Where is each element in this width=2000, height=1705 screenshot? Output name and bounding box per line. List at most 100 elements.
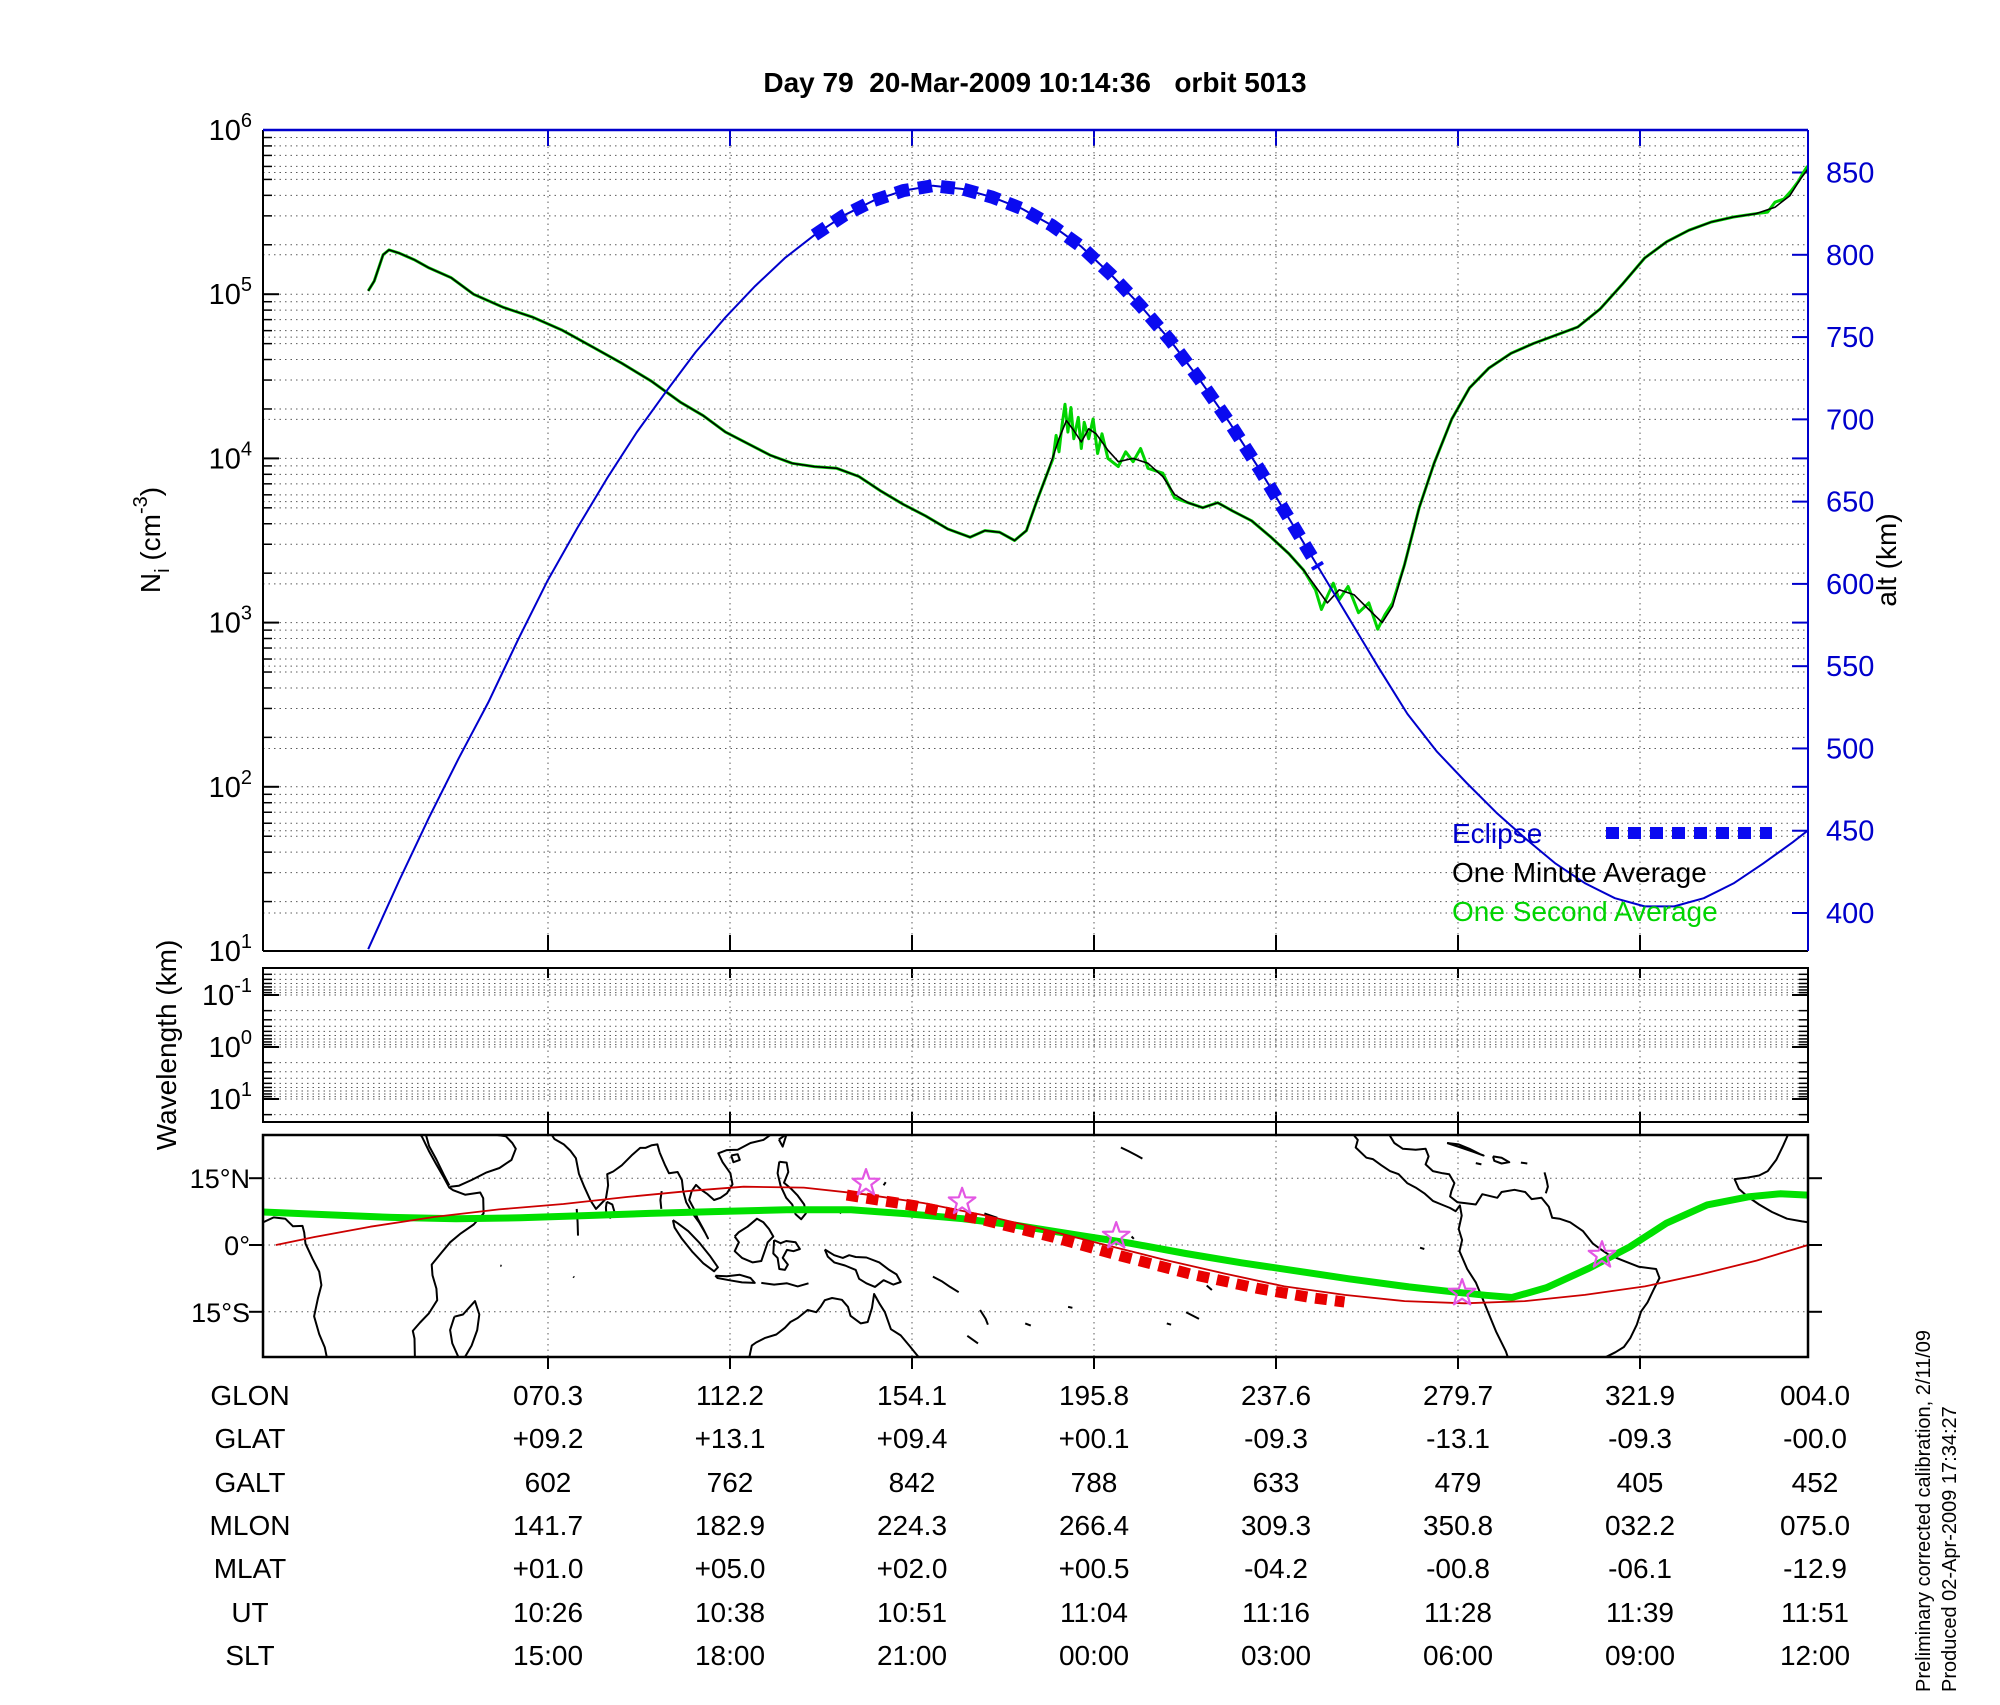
- ni-axis-label: Ni (cm-3): [130, 487, 174, 593]
- coastline: [450, 1301, 479, 1358]
- table-cell-value: 075.0: [1780, 1510, 1850, 1541]
- table-row-label: GALT: [214, 1467, 285, 1498]
- table-cell-value: 321.9: [1605, 1380, 1675, 1411]
- coastline: [1132, 1237, 1134, 1239]
- coastline: [1735, 1132, 1808, 1222]
- table-cell-value: 032.2: [1605, 1510, 1675, 1541]
- table-cell-value: 350.8: [1423, 1510, 1493, 1541]
- table-cell-value: -06.1: [1608, 1553, 1672, 1584]
- table-row-label: GLAT: [214, 1423, 285, 1454]
- map-frame: [263, 1135, 1808, 1357]
- table-cell-value: +00.1: [1059, 1423, 1130, 1454]
- table-cell-value: -04.2: [1244, 1553, 1308, 1584]
- ni-tick-label: 104: [209, 438, 252, 475]
- alt-tick-label: 500: [1826, 733, 1874, 765]
- alt-tick-label: 550: [1826, 651, 1874, 683]
- table-cell-value: 10:38: [695, 1597, 765, 1628]
- side-note-produced: Produced 02-Apr-2009 17:34:27: [1939, 1406, 1961, 1692]
- eclipse-ground-track: [847, 1195, 1345, 1302]
- wavelength-tick-label: 101: [209, 1079, 252, 1116]
- table-cell-value: 03:00: [1241, 1640, 1311, 1671]
- table-cell-value: 004.0: [1780, 1380, 1850, 1411]
- alt-tick-label: 800: [1826, 240, 1874, 272]
- legend-one-minute-label: One Minute Average: [1452, 857, 1707, 888]
- table-cell-value: 11:39: [1606, 1597, 1674, 1628]
- ni-tick-label: 105: [209, 274, 252, 311]
- coastline: [825, 1250, 901, 1287]
- alt-tick-label: 400: [1826, 898, 1874, 930]
- coastline: [731, 1154, 740, 1162]
- table-row-label: GLON: [210, 1380, 289, 1411]
- table-cell-value: 479: [1435, 1467, 1482, 1498]
- alt-tick-label: 600: [1826, 569, 1874, 601]
- table-cell-value: +13.1: [695, 1423, 766, 1454]
- map-lat-label: 15°S: [191, 1298, 250, 1328]
- ni-tick-label: 102: [209, 767, 252, 804]
- table-cell-value: 309.3: [1241, 1510, 1311, 1541]
- coastline: [715, 1275, 755, 1283]
- gridlines-layer: [249, 130, 1822, 1369]
- coastline: [1420, 1248, 1424, 1249]
- table-cell-value: 09:00: [1605, 1640, 1675, 1671]
- generated-labels: 1061051041031021018508007507006506005505…: [190, 110, 1875, 1671]
- table-cell-value: 11:16: [1242, 1597, 1310, 1628]
- table-cell-value: 112.2: [696, 1380, 764, 1411]
- table-cell-value: 10:51: [877, 1597, 947, 1628]
- table-cell-value: +01.0: [513, 1553, 584, 1584]
- ni-tick-label: 106: [209, 110, 252, 147]
- table-cell-value: 11:51: [1781, 1597, 1849, 1628]
- coastline: [573, 1277, 574, 1278]
- wavelength-axis-label: Wavelength (km): [151, 940, 182, 1151]
- table-cell-value: +05.0: [695, 1553, 766, 1584]
- alt-tick-label: 700: [1826, 404, 1874, 436]
- coastline: [735, 1219, 774, 1263]
- table-cell-value: +00.5: [1059, 1553, 1130, 1584]
- table-cell-value: 141.7: [513, 1510, 583, 1541]
- wavelength-tick-label: 10-1: [202, 975, 252, 1012]
- table-cell-value: 070.3: [513, 1380, 583, 1411]
- coastline: [1186, 1312, 1199, 1319]
- table-cell-value: 602: [525, 1467, 572, 1498]
- table-cell-value: 154.1: [877, 1380, 947, 1411]
- table-cell-value: -00.0: [1783, 1423, 1847, 1454]
- table-cell-value: 11:04: [1060, 1597, 1128, 1628]
- table-cell-value: 21:00: [877, 1640, 947, 1671]
- alt-tick-label: 450: [1826, 816, 1874, 848]
- coastline: [263, 1217, 327, 1357]
- table-row-label: MLAT: [214, 1553, 287, 1584]
- table-cell-value: +09.4: [877, 1423, 948, 1454]
- coastline: [550, 1132, 660, 1209]
- event-star-marker: [853, 1169, 880, 1194]
- table-cell-value: 452: [1792, 1467, 1839, 1498]
- side-note-calibration: Preliminary corrected calibration, 2/11/…: [1913, 1330, 1935, 1692]
- table-cell-value: 15:00: [513, 1640, 583, 1671]
- alt-tick-label: 750: [1826, 322, 1874, 354]
- table-cell-value: 18:00: [695, 1640, 765, 1671]
- panel-frames: [263, 130, 1808, 1357]
- legend: Eclipse One Minute Average One Second Av…: [1452, 818, 1772, 927]
- ni-tick-label: 103: [209, 603, 252, 640]
- map-lat-label: 15°N: [190, 1164, 250, 1194]
- coastline: [761, 1283, 808, 1287]
- coastline: [933, 1277, 959, 1293]
- coastline: [1167, 1323, 1171, 1324]
- coastline: [1493, 1156, 1509, 1163]
- table-cell-value: +09.2: [513, 1423, 584, 1454]
- table-cell-value: 279.7: [1423, 1380, 1493, 1411]
- coastline: [1476, 1163, 1482, 1164]
- coastline: [1447, 1143, 1484, 1156]
- eclipse-segment: [814, 186, 1318, 568]
- table-cell-value: 06:00: [1423, 1640, 1493, 1671]
- coastline: [1521, 1163, 1527, 1164]
- legend-eclipse-label: Eclipse: [1452, 818, 1542, 849]
- one-second-average-curve: [368, 166, 1807, 629]
- table-cell-value: 12:00: [1780, 1640, 1850, 1671]
- table-row-label: SLT: [225, 1640, 274, 1671]
- table-row-label: UT: [231, 1597, 268, 1628]
- map-lat-label: 0°: [224, 1231, 250, 1261]
- table-row-label: MLON: [210, 1510, 291, 1541]
- coastline: [749, 1294, 919, 1358]
- table-cell-value: 788: [1071, 1467, 1118, 1498]
- coastline: [1025, 1323, 1031, 1325]
